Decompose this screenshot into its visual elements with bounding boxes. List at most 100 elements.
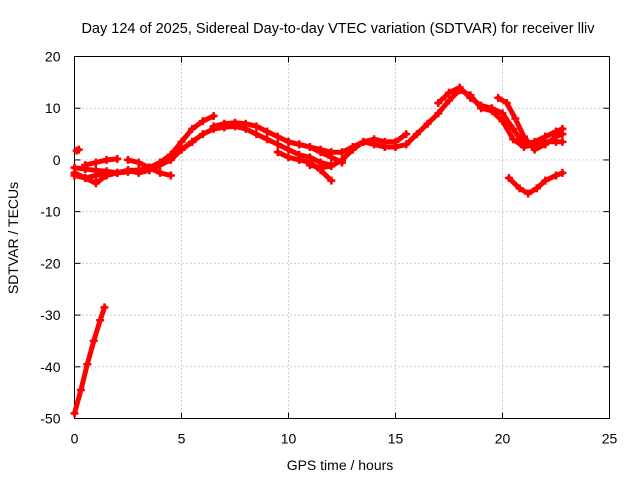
x-tick-label: 5	[178, 431, 186, 447]
series-arc-descent-point	[70, 409, 79, 418]
series-arc-c-point	[70, 168, 79, 177]
plot-frame	[74, 56, 610, 419]
series-arc-i-point	[402, 140, 411, 149]
series-arc-e-point	[124, 155, 132, 164]
series-arc-j-point	[445, 88, 453, 97]
series-arc-k-point	[502, 99, 511, 108]
series-arc-f-point	[231, 118, 239, 127]
data-series	[70, 83, 567, 418]
series-arc-l-point	[515, 184, 524, 193]
series-arc-f-point	[209, 122, 218, 131]
series-arc-j-point	[498, 109, 507, 118]
series-arc-k-point	[530, 145, 539, 154]
series-arc-f-point	[263, 127, 272, 136]
series-arc-i-point	[423, 119, 432, 128]
series-arc-d-point	[102, 155, 111, 164]
series-arc-a-point	[263, 135, 272, 144]
series-arc-descent-point	[83, 360, 92, 369]
series-arc-b-point	[91, 171, 100, 180]
series-arc-d-point	[81, 161, 90, 170]
series-arc-j-point	[455, 83, 464, 92]
series-arc-i-point	[509, 135, 518, 144]
series-arc-f-point	[220, 119, 229, 128]
series-arc-k-point	[558, 130, 567, 139]
x-axis-label: GPS time / hours	[287, 457, 394, 473]
series-arc-c-point	[156, 161, 165, 170]
y-tick-label: -10	[40, 204, 60, 220]
series-arc-i-point	[348, 145, 357, 154]
y-tick-label: -20	[40, 255, 60, 271]
series-arc-c-point	[102, 171, 111, 180]
series-arc-i-point	[380, 143, 389, 151]
series-arc-descent-point	[100, 303, 109, 312]
series-arc-l-point	[504, 174, 513, 183]
series-arc-j-point	[541, 132, 550, 141]
series-arc-c-point	[113, 168, 122, 177]
series-arc-k-point	[494, 93, 503, 102]
series-arc-i-point	[370, 140, 379, 149]
series-arc-l-point	[532, 184, 541, 193]
series-arc-g-point	[327, 176, 336, 185]
series-arc-l-point	[524, 189, 533, 198]
x-tick-label: 25	[602, 431, 618, 447]
series-arc-f-point	[273, 132, 282, 141]
series-arc-a-point	[273, 140, 282, 149]
series-arc-descent-point	[89, 336, 98, 345]
series-arc-e-point	[166, 171, 175, 180]
series-arc-h-point	[305, 143, 314, 151]
series-arc-c-point	[81, 174, 90, 183]
series-arc-k-point	[519, 132, 528, 141]
series-arc-k-point	[511, 114, 520, 123]
series-arc-l-point	[558, 168, 567, 177]
x-tick-label: 10	[281, 431, 297, 447]
series-arc-l-point	[552, 171, 560, 180]
series-arc-j-point	[530, 137, 539, 146]
series-arc-b-point	[198, 117, 207, 126]
series-arc-k-point	[541, 140, 550, 149]
y-tick-label: 0	[53, 152, 61, 168]
series-arc-j-point	[477, 101, 486, 110]
series-arc-c-point	[124, 166, 132, 175]
series-arc-c-point	[91, 179, 100, 188]
y-axis-label: SDTVAR / TECUs	[5, 182, 21, 294]
y-tick-label: -30	[40, 307, 60, 323]
series-arc-b-point	[209, 111, 218, 120]
series-arc-i-point	[327, 162, 336, 171]
tick-labels: 0 5 10 15 20 25 -50 -40 -30 -20 -10 0 10 20	[40, 49, 617, 447]
series-arc-e-point	[156, 168, 165, 177]
series-arc-i-point	[558, 137, 567, 146]
series-arc-i-point	[445, 96, 453, 105]
x-tick-label: 15	[388, 431, 404, 447]
series-arc-g-point	[273, 148, 282, 157]
series-arc-l-point	[541, 176, 550, 185]
series-arc-j-point	[466, 93, 475, 102]
series-arc-e-point	[145, 163, 154, 172]
series-arc-i-point	[391, 143, 400, 151]
series-arc-i-point	[434, 109, 443, 118]
x-tick-label: 20	[495, 431, 511, 447]
series-arc-f-point	[252, 122, 261, 131]
series-arc-i-point	[316, 163, 325, 172]
series-arc-j-point	[509, 124, 518, 133]
series-arc-h-point	[284, 137, 293, 146]
y-tick-label: -40	[40, 359, 60, 375]
series-arc-i-point	[359, 137, 368, 146]
series-arc-a-point	[284, 145, 293, 154]
series-arc-b-point	[177, 137, 186, 146]
series-arc-descent-point	[96, 316, 105, 325]
series-arc-j-point	[487, 104, 496, 113]
series-arc-k-point	[552, 132, 560, 141]
series-arc-c-point	[134, 168, 143, 177]
x-tick-label: 0	[71, 431, 79, 447]
series-arc-c-point	[166, 155, 175, 164]
series-arc-a-point	[252, 130, 261, 139]
series-arc-c-point	[177, 145, 186, 154]
series-arc-descent-point	[76, 386, 85, 395]
series-arc-h-point	[295, 140, 304, 149]
y-tick-label: 10	[45, 100, 61, 116]
series-point-start-point	[74, 145, 83, 154]
series-arc-f-point	[241, 119, 250, 128]
y-tick-label: 20	[45, 49, 61, 65]
y-tick-label: -50	[40, 411, 60, 427]
